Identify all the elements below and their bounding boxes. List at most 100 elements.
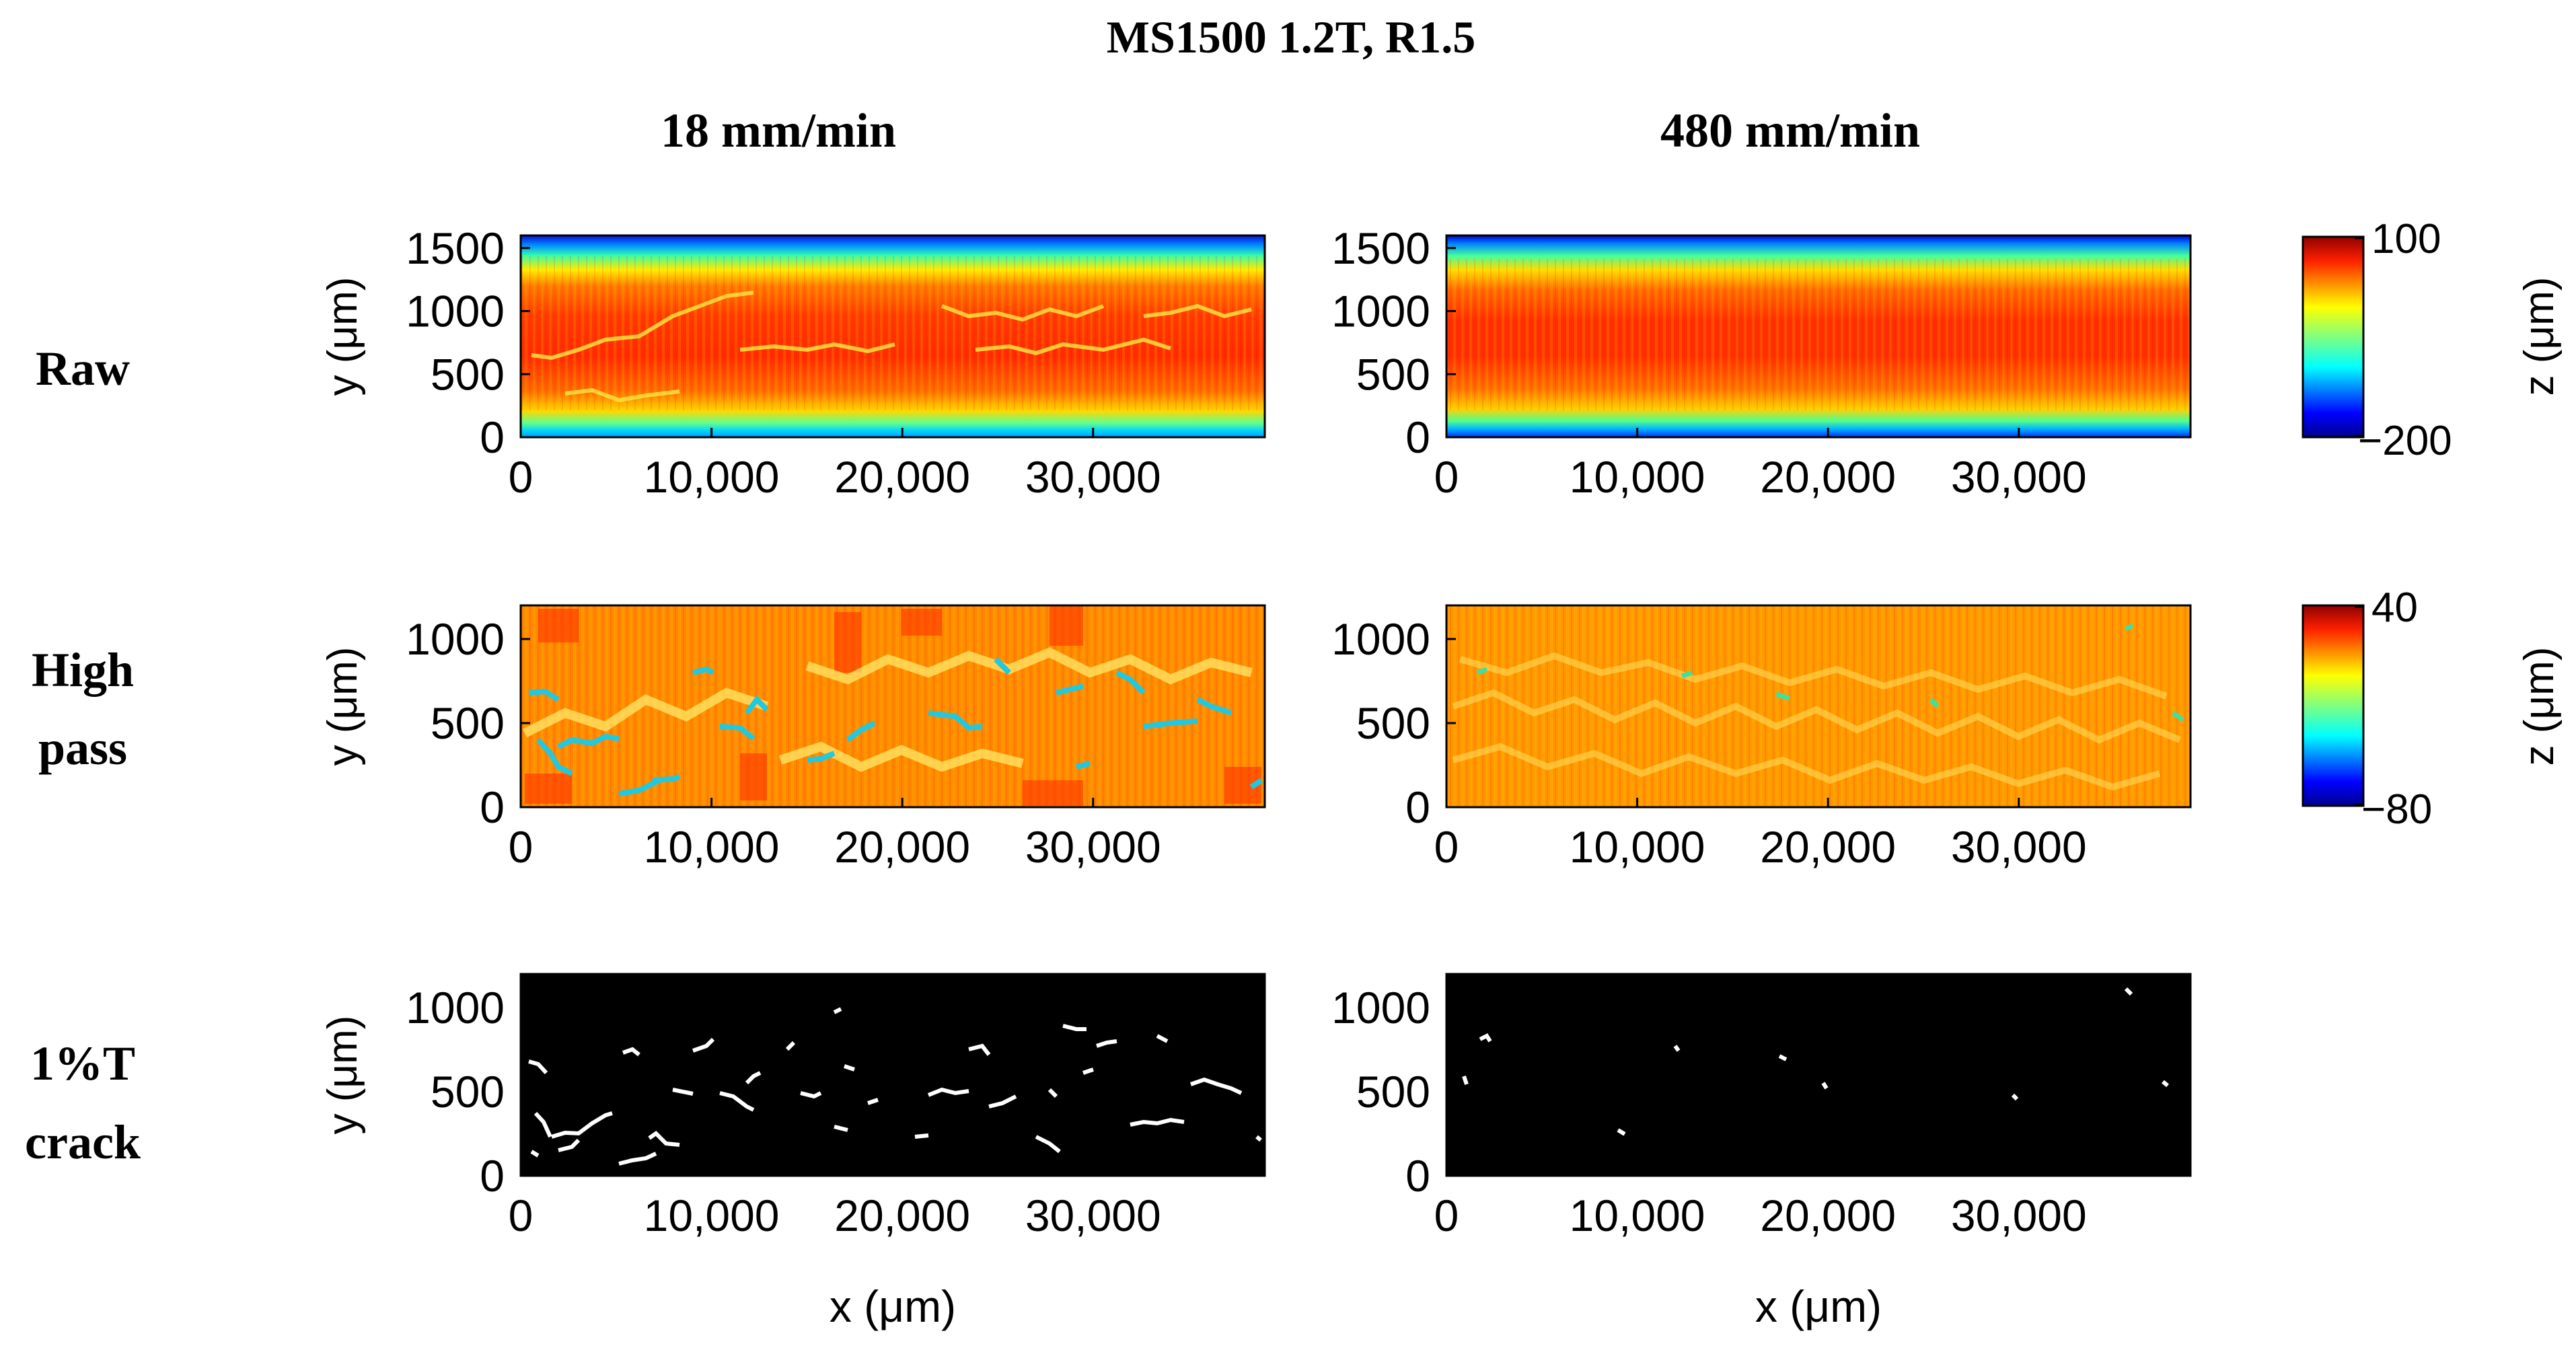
x-tick-label: 10,000 bbox=[1570, 452, 1705, 502]
row-label-raw: Raw bbox=[36, 342, 130, 396]
x-tick-label: 10,000 bbox=[1570, 1191, 1705, 1240]
panel-raw-480 bbox=[1445, 234, 2192, 439]
axes-raw-480: 0 10,000 20,000 30,000 0 500 1000 1500 bbox=[1331, 223, 2087, 502]
plot-frame bbox=[519, 604, 1266, 809]
plot-frame bbox=[1445, 973, 2192, 1177]
y-tick-label: 1500 bbox=[1331, 223, 1430, 273]
y-tick-label: 0 bbox=[480, 412, 505, 462]
colorbar-raw-label: z (μm) bbox=[2516, 277, 2563, 396]
plot-frame bbox=[1445, 234, 2192, 439]
x-tick-label: 10,000 bbox=[1570, 822, 1705, 872]
row-label-crack-line2: crack bbox=[25, 1115, 141, 1169]
y-tick-label: 0 bbox=[1405, 412, 1430, 462]
x-tick-label: 0 bbox=[509, 1191, 533, 1240]
x-tick-label: 20,000 bbox=[834, 822, 970, 872]
colorbar-raw-max: 100 bbox=[2371, 216, 2441, 262]
panel-hp-480 bbox=[1445, 604, 2192, 809]
colorbar-hp-gradient bbox=[2302, 604, 2365, 807]
x-tick-label: 30,000 bbox=[1025, 452, 1161, 502]
column-title-480: 480 mm/min bbox=[1660, 104, 1920, 157]
x-tick-label: 20,000 bbox=[834, 452, 970, 502]
x-tick-label: 30,000 bbox=[1025, 822, 1161, 872]
y-tick-label: 1000 bbox=[1331, 287, 1430, 336]
x-tick-label: 20,000 bbox=[834, 1191, 970, 1240]
axes-layer: 0 10,000 20,000 30,000 0 500 1000 1500 0 10,000 20… bbox=[406, 223, 2087, 1240]
crack-marks-crack-480 bbox=[1462, 987, 2169, 1136]
colorbar-hp-min: −80 bbox=[2361, 786, 2432, 833]
x-tick-label: 20,000 bbox=[1760, 822, 1896, 872]
x-tick-label: 10,000 bbox=[644, 1191, 780, 1240]
plot-frame bbox=[1445, 604, 2192, 809]
y-tick-label: 1000 bbox=[406, 983, 505, 1033]
y-tick-label: 1000 bbox=[1331, 983, 1430, 1033]
panel-crack-18 bbox=[519, 973, 1266, 1177]
crack-traces-raw-18 bbox=[531, 291, 1252, 403]
y-tick-label: 0 bbox=[1405, 1151, 1430, 1201]
x-tick-label: 0 bbox=[509, 452, 533, 502]
column-title-18: 18 mm/min bbox=[661, 104, 896, 157]
axes-hp-480: 0 10,000 20,000 30,000 0 500 1000 bbox=[1331, 614, 2087, 872]
panel-hp-18 bbox=[519, 604, 1266, 809]
x-tick-label: 10,000 bbox=[644, 452, 780, 502]
y-tick-label: 500 bbox=[431, 698, 505, 748]
colorbar-hp-max: 40 bbox=[2371, 585, 2418, 631]
x-axis-label-crack-18: x (μm) bbox=[830, 1281, 956, 1331]
x-axis-label-crack-480: x (μm) bbox=[1755, 1281, 1882, 1331]
y-axis-label-hp-18: y (μm) bbox=[320, 647, 366, 766]
y-tick-label: 1500 bbox=[406, 223, 505, 273]
plot-frame bbox=[519, 973, 1266, 1177]
x-tick-label: 0 bbox=[1434, 1191, 1459, 1240]
x-tick-label: 0 bbox=[509, 822, 533, 872]
colorbar-raw-gradient bbox=[2302, 235, 2365, 439]
y-tick-label: 1000 bbox=[406, 287, 505, 336]
x-tick-label: 10,000 bbox=[644, 822, 780, 872]
heatmap-texture bbox=[1446, 259, 2191, 410]
colorbar-hp-label: z (μm) bbox=[2516, 647, 2563, 766]
colorbar-hp: 40 −80 z (μm) bbox=[2302, 585, 2563, 833]
axes-crack-480: 0 10,000 20,000 30,000 0 500 1000 bbox=[1331, 983, 2087, 1240]
y-tick-label: 500 bbox=[1356, 1067, 1430, 1117]
axes-raw-18: 0 10,000 20,000 30,000 0 500 1000 1500 bbox=[406, 223, 1161, 502]
yellow-bands bbox=[522, 647, 1253, 772]
x-tick-label: 20,000 bbox=[1760, 1191, 1896, 1240]
yellow-bands bbox=[1452, 652, 2181, 791]
row-label-highpass-line2: pass bbox=[38, 721, 127, 775]
axes-crack-18: 0 10,000 20,000 30,000 0 500 1000 bbox=[406, 983, 1161, 1240]
x-tick-label: 30,000 bbox=[1951, 822, 2087, 872]
x-tick-label: 30,000 bbox=[1025, 1191, 1161, 1240]
figure-title: MS1500 1.2T, R1.5 bbox=[1107, 11, 1475, 63]
x-tick-label: 0 bbox=[1434, 452, 1459, 502]
x-tick-label: 0 bbox=[1434, 822, 1459, 872]
y-tick-label: 500 bbox=[1356, 349, 1430, 399]
x-tick-label: 20,000 bbox=[1760, 452, 1896, 502]
x-tick-label: 30,000 bbox=[1951, 452, 2087, 502]
row-label-crack-line1: 1%T bbox=[30, 1037, 135, 1090]
y-tick-label: 500 bbox=[431, 349, 505, 399]
heatmap-texture bbox=[521, 605, 1265, 807]
colorbar-raw-min: −200 bbox=[2358, 418, 2452, 464]
y-axis-label-raw-18: y (μm) bbox=[320, 277, 366, 396]
y-tick-label: 0 bbox=[480, 1151, 505, 1201]
colorbar-raw: 100 −200 z (μm) bbox=[2302, 216, 2563, 464]
y-tick-label: 1000 bbox=[406, 614, 505, 664]
y-tick-label: 500 bbox=[1356, 698, 1430, 748]
red-patches bbox=[525, 605, 1261, 806]
axes-hp-18: 0 10,000 20,000 30,000 0 500 1000 bbox=[406, 614, 1161, 872]
crack-traces-hp-18 bbox=[528, 657, 1263, 796]
panel-raw-18 bbox=[519, 234, 1266, 439]
y-tick-label: 0 bbox=[480, 782, 505, 832]
plot-frame bbox=[519, 234, 1266, 439]
y-axis-label-crack-18: y (μm) bbox=[320, 1016, 366, 1135]
heatmap-crack-480 bbox=[1446, 974, 2191, 1176]
y-tick-label: 500 bbox=[431, 1067, 505, 1117]
crack-marks-crack-18 bbox=[528, 1007, 1262, 1166]
heatmap-texture bbox=[521, 256, 1265, 410]
crack-traces-hp-480 bbox=[1476, 623, 2184, 722]
panel-crack-480 bbox=[1445, 973, 2192, 1177]
heatmap-crack-18 bbox=[521, 974, 1265, 1176]
y-tick-label: 1000 bbox=[1331, 614, 1430, 664]
y-tick-label: 0 bbox=[1405, 782, 1430, 832]
x-tick-label: 30,000 bbox=[1951, 1191, 2087, 1240]
row-label-highpass-line1: High bbox=[32, 643, 134, 697]
